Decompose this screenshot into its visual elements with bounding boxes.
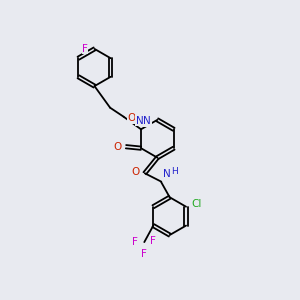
Text: O: O [128,113,136,123]
Text: O: O [131,167,140,177]
Text: F: F [150,236,156,246]
Text: Cl: Cl [191,199,202,209]
Text: F: F [82,44,88,54]
Text: O: O [114,142,122,152]
Text: F: F [132,237,138,247]
Text: N: N [163,169,170,179]
Text: N: N [136,116,143,126]
Text: H: H [171,167,178,176]
Text: N: N [143,116,151,126]
Text: F: F [141,249,147,259]
